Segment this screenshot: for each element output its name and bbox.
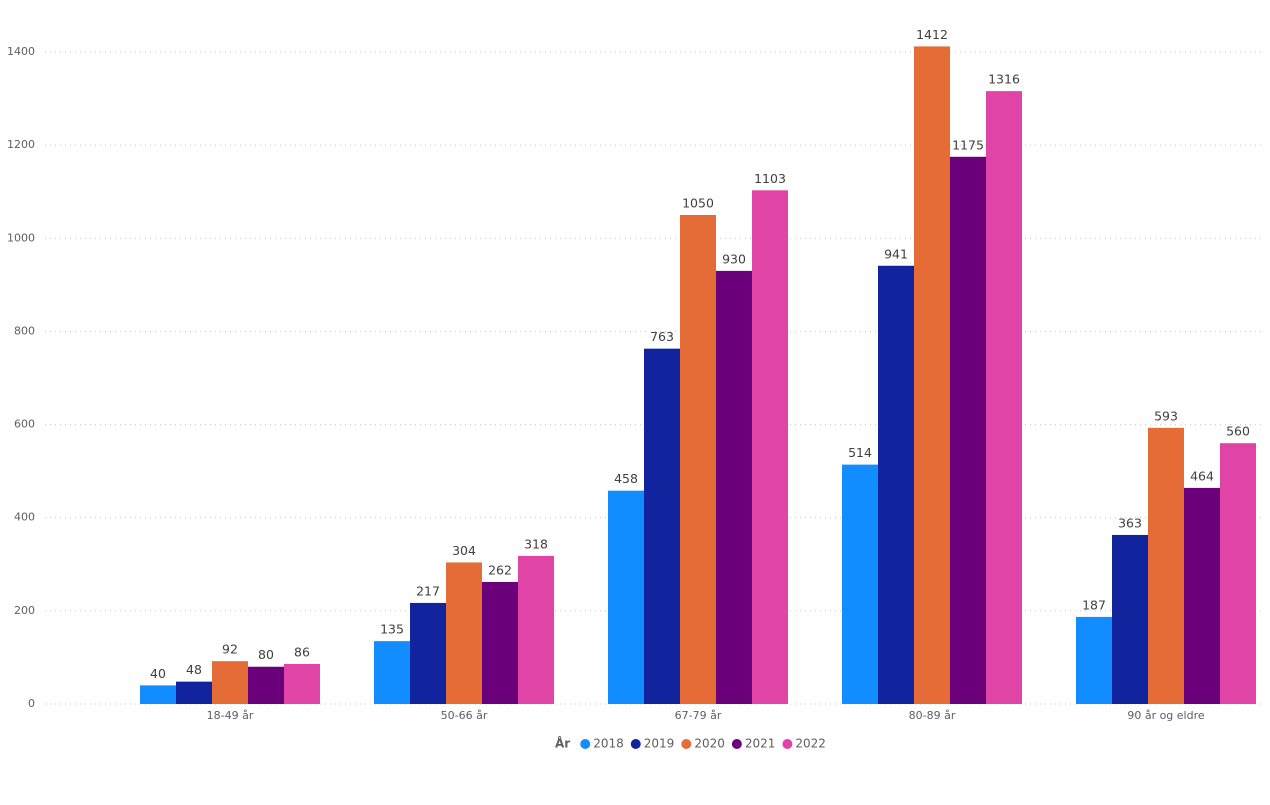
y-tick-label: 1200: [7, 138, 35, 151]
bar: [716, 270, 752, 704]
bar: [482, 581, 518, 704]
value-label: 86: [294, 644, 310, 659]
value-label: 763: [650, 329, 674, 344]
y-tick-label: 200: [14, 604, 35, 617]
bar: [518, 555, 554, 704]
y-tick-label: 0: [28, 697, 35, 710]
bar: [140, 685, 176, 704]
y-tick-label: 1400: [7, 45, 35, 58]
legend-label: 2018: [593, 737, 624, 751]
value-label: 941: [884, 246, 908, 261]
y-tick-label: 400: [14, 511, 35, 524]
value-label: 217: [416, 583, 440, 598]
value-label: 514: [848, 445, 872, 460]
bar: [176, 681, 212, 704]
bar: [986, 91, 1022, 705]
x-tick-label: 67-79 år: [675, 709, 722, 722]
value-label: 187: [1082, 597, 1106, 612]
value-label: 464: [1190, 468, 1214, 483]
value-label: 363: [1118, 515, 1142, 530]
bar: [212, 661, 248, 704]
value-label: 262: [488, 562, 512, 577]
bar: [1184, 487, 1220, 704]
value-label: 560: [1226, 424, 1250, 439]
bar: [1148, 427, 1184, 704]
bar: [410, 602, 446, 704]
bar: [374, 641, 410, 704]
bar: [842, 464, 878, 704]
y-tick-label: 600: [14, 418, 35, 431]
value-label: 80: [258, 647, 274, 662]
bar: [248, 666, 284, 704]
legend-label: 2021: [745, 737, 776, 751]
bar: [1076, 616, 1112, 704]
legend-label: 2019: [644, 737, 675, 751]
bar: [446, 562, 482, 704]
legend-label: 2020: [694, 737, 725, 751]
bar: [914, 46, 950, 704]
bar: [950, 156, 986, 705]
value-label: 593: [1154, 408, 1178, 423]
value-label: 40: [150, 666, 166, 681]
legend-marker: [731, 739, 742, 749]
legend-label: 2022: [795, 737, 826, 751]
bar: [1220, 443, 1256, 704]
value-label: 135: [380, 622, 404, 637]
y-tick-label: 1000: [7, 231, 35, 244]
x-tick-label: 18-49 år: [207, 709, 254, 722]
value-label: 458: [614, 471, 638, 486]
bar: [680, 215, 716, 704]
bar: [752, 190, 788, 704]
x-tick-label: 90 år og eldre: [1127, 709, 1205, 722]
value-label: 48: [186, 662, 202, 677]
bar: [284, 663, 320, 704]
value-label: 1316: [988, 72, 1020, 87]
value-label: 92: [222, 642, 238, 657]
legend-marker: [580, 739, 591, 749]
x-tick-label: 80-89 år: [909, 709, 956, 722]
value-label: 1103: [754, 171, 786, 186]
x-tick-label: 50-66 år: [441, 709, 488, 722]
bar: [608, 490, 644, 704]
value-label: 1412: [916, 27, 948, 42]
value-label: 1050: [682, 196, 714, 211]
legend-marker: [681, 739, 692, 749]
value-label: 318: [524, 536, 548, 551]
legend-marker: [782, 739, 793, 749]
value-label: 1175: [952, 137, 984, 152]
value-label: 930: [722, 251, 746, 266]
legend-marker: [630, 739, 641, 749]
bar: [878, 265, 914, 704]
value-label: 304: [452, 543, 476, 558]
y-tick-label: 800: [14, 324, 35, 337]
bar: [644, 348, 680, 704]
bar: [1112, 534, 1148, 704]
legend-title: År: [555, 736, 570, 751]
